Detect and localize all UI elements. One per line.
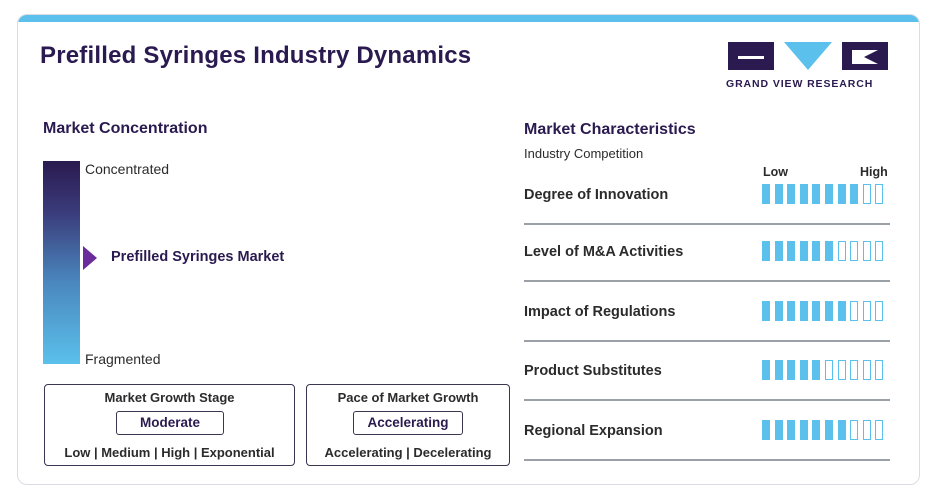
level-segment-filled	[787, 184, 796, 204]
level-segment-filled	[799, 301, 808, 321]
accent-top-bar	[18, 15, 919, 22]
level-segment-filled	[774, 241, 783, 261]
level-segment-empty	[850, 360, 859, 380]
characteristic-label: Regional Expansion	[524, 423, 663, 439]
level-segment-empty	[862, 420, 871, 440]
page-title: Prefilled Syringes Industry Dynamics	[40, 42, 472, 69]
level-segment-filled	[825, 241, 833, 261]
row-divider	[524, 223, 890, 225]
growth-stage-scale: Low | Medium | High | Exponential	[64, 445, 275, 460]
level-segment-filled	[825, 184, 833, 204]
level-segment-filled	[812, 360, 821, 380]
level-segment-filled	[812, 241, 821, 261]
characteristic-label: Level of M&A Activities	[524, 244, 684, 260]
level-segment-filled	[812, 420, 821, 440]
level-segment-filled	[774, 184, 783, 204]
level-segment-empty	[862, 360, 871, 380]
level-segment-empty	[850, 241, 859, 261]
level-segment-empty	[862, 184, 871, 204]
characteristic-label: Degree of Innovation	[524, 187, 669, 203]
level-segment-filled	[799, 184, 808, 204]
fragmented-label: Fragmented	[85, 351, 161, 367]
concentrated-label: Concentrated	[85, 161, 170, 177]
market-characteristics-title: Market Characteristics	[524, 121, 696, 138]
level-segment-empty	[875, 184, 884, 204]
pace-of-growth-box: Pace of Market Growth Accelerating Accel…	[306, 384, 510, 466]
characteristic-level-meter	[762, 360, 890, 382]
level-segment-filled	[837, 184, 846, 204]
level-segment-filled	[837, 420, 846, 440]
market-concentration-title: Market Concentration	[43, 120, 208, 137]
level-segment-empty	[862, 241, 871, 261]
level-segment-filled	[799, 420, 808, 440]
level-segment-filled	[850, 184, 859, 204]
level-segment-filled	[799, 360, 808, 380]
legend-high: High	[860, 165, 888, 179]
grand-view-research-logo: GRAND VIEW RESEARCH	[726, 42, 891, 92]
level-segment-filled	[762, 184, 770, 204]
level-segment-filled	[787, 241, 796, 261]
level-segment-filled	[799, 241, 808, 261]
growth-pace-scale: Accelerating | Decelerating	[324, 445, 492, 460]
market-position-arrow-icon	[83, 246, 97, 271]
level-segment-empty	[837, 360, 846, 380]
level-segment-filled	[774, 301, 783, 321]
logo-text: GRAND VIEW RESEARCH	[726, 78, 874, 90]
level-segment-empty	[875, 301, 884, 321]
level-segment-filled	[762, 360, 770, 380]
row-divider	[524, 399, 890, 401]
row-divider	[524, 280, 890, 282]
characteristic-label: Product Substitutes	[524, 363, 662, 379]
characteristic-level-meter	[762, 420, 890, 442]
row-divider	[524, 340, 890, 342]
characteristic-level-meter	[762, 241, 890, 263]
level-segment-empty	[837, 241, 846, 261]
characteristic-label: Impact of Regulations	[524, 304, 676, 320]
level-segment-empty	[875, 360, 884, 380]
logo-mark-icon	[728, 42, 888, 70]
industry-competition-subtitle: Industry Competition	[524, 146, 644, 161]
level-segment-filled	[787, 420, 796, 440]
level-segment-filled	[762, 241, 770, 261]
level-segment-filled	[774, 420, 783, 440]
growth-stage-value: Moderate	[116, 411, 224, 435]
level-segment-filled	[774, 360, 783, 380]
growth-stage-title: Market Growth Stage	[104, 390, 235, 405]
level-segment-empty	[825, 360, 833, 380]
level-segment-filled	[812, 184, 821, 204]
growth-pace-value: Accelerating	[353, 411, 463, 435]
row-divider	[524, 459, 890, 461]
level-segment-filled	[762, 301, 770, 321]
market-growth-stage-box: Market Growth Stage Moderate Low | Mediu…	[44, 384, 295, 466]
legend-low: Low	[763, 165, 788, 179]
level-segment-filled	[762, 420, 770, 440]
level-segment-empty	[850, 301, 859, 321]
characteristic-level-meter	[762, 301, 890, 323]
concentration-gradient-bar	[43, 161, 80, 364]
level-segment-filled	[825, 301, 833, 321]
market-position-label: Prefilled Syringes Market	[111, 249, 285, 266]
industry-dynamics-card: Prefilled Syringes Industry Dynamics GRA…	[17, 14, 920, 485]
level-segment-empty	[862, 301, 871, 321]
level-segment-filled	[837, 301, 846, 321]
level-segment-filled	[812, 301, 821, 321]
level-segment-filled	[787, 360, 796, 380]
level-segment-empty	[875, 241, 884, 261]
level-segment-empty	[875, 420, 884, 440]
level-segment-filled	[787, 301, 796, 321]
growth-pace-title: Pace of Market Growth	[337, 390, 479, 405]
characteristic-level-meter	[762, 184, 890, 206]
level-segment-empty	[850, 420, 859, 440]
level-segment-filled	[825, 420, 833, 440]
